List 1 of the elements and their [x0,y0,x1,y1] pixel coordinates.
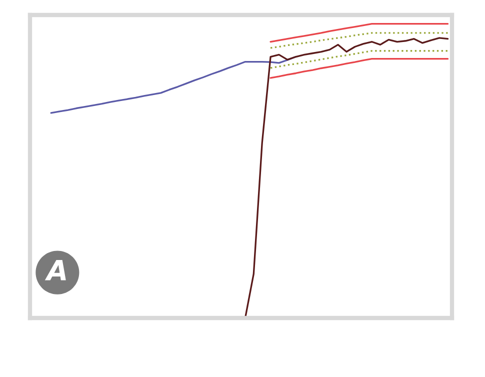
annotation: A [44,260,66,280]
